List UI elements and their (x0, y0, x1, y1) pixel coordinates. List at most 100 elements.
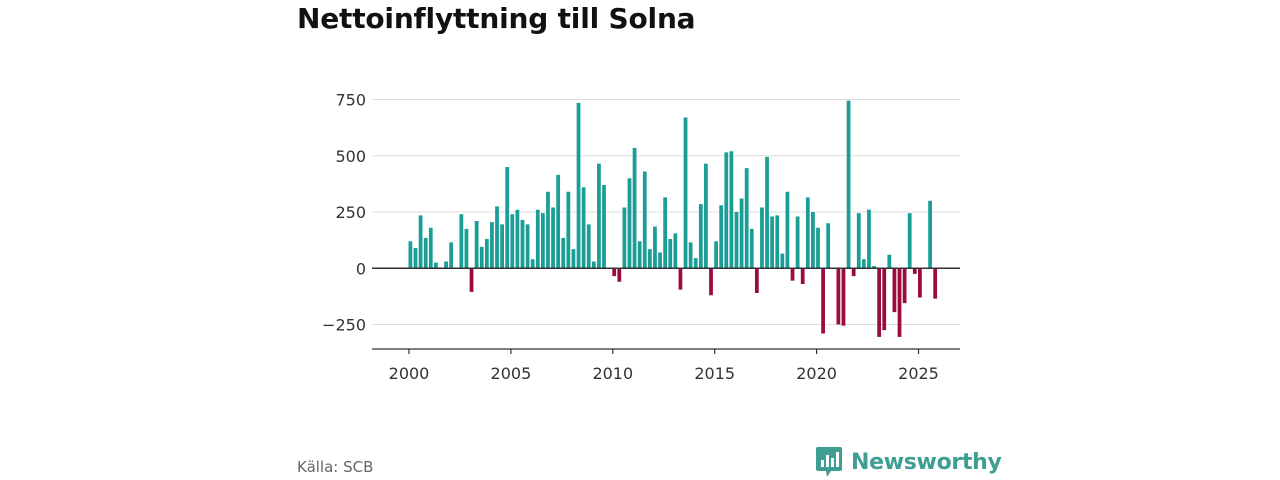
bar (408, 241, 413, 269)
bar (892, 268, 897, 313)
bar (464, 228, 469, 269)
bar (617, 268, 622, 282)
bar (856, 213, 861, 269)
bar (861, 259, 866, 269)
bar (933, 268, 938, 299)
y-tick-label: 0 (356, 259, 366, 278)
bar (627, 178, 632, 269)
bar (668, 239, 673, 269)
bar (490, 222, 494, 269)
bar (770, 216, 775, 269)
bar (683, 117, 688, 269)
bar (714, 241, 718, 269)
bar (474, 221, 479, 269)
bar (459, 214, 464, 269)
brand-name: Newsworthy (851, 449, 1002, 475)
bar (729, 151, 734, 269)
bar (500, 224, 504, 269)
bar (428, 227, 433, 269)
bar (535, 209, 540, 269)
bar (642, 171, 647, 269)
bar (760, 207, 764, 269)
bar (775, 215, 780, 269)
x-tick-label: 2000 (389, 364, 430, 383)
bar (561, 237, 566, 269)
x-tick-label: 2025 (898, 364, 939, 383)
bar (719, 205, 724, 269)
bar (790, 268, 795, 281)
bar (688, 242, 693, 269)
bar-chart-badge-icon (816, 447, 842, 477)
bar (709, 268, 713, 296)
bar (622, 207, 627, 269)
bar (530, 259, 535, 269)
bar (678, 268, 683, 290)
x-tick-label: 2020 (796, 364, 837, 383)
bar (520, 219, 525, 269)
bar (632, 147, 637, 269)
bar (867, 209, 871, 269)
bar (444, 261, 448, 269)
bar (546, 191, 550, 269)
bar (800, 268, 805, 284)
bar (505, 167, 510, 269)
bar (525, 224, 530, 269)
bar (887, 254, 892, 269)
bar (780, 253, 785, 269)
bar (918, 268, 922, 298)
bar (836, 268, 841, 325)
x-tick-label: 2015 (694, 364, 735, 383)
y-tick-label: −250 (322, 316, 366, 335)
bar (418, 215, 423, 269)
bar (612, 268, 617, 277)
bar (882, 268, 887, 331)
bar (734, 212, 739, 269)
bar (653, 226, 657, 269)
bar (912, 268, 917, 274)
bar (816, 227, 820, 269)
bar (413, 248, 418, 269)
bar (704, 163, 708, 269)
chart-title: Nettoinflyttning till Solna (297, 2, 696, 35)
bar (540, 213, 545, 269)
source-note: Källa: SCB (297, 458, 374, 476)
bars (408, 100, 938, 337)
y-tick-label: 250 (335, 203, 366, 222)
bar (724, 152, 729, 269)
brand-logo[interactable]: Newsworthy (815, 446, 1002, 478)
bar (795, 216, 800, 269)
bar (647, 249, 652, 269)
bar (423, 237, 428, 269)
bar (877, 268, 882, 337)
y-axis-labels: 750 500 250 0 −250 (322, 91, 366, 335)
bar (479, 246, 484, 269)
bar (846, 100, 851, 269)
bar (872, 266, 876, 269)
bar (637, 241, 642, 269)
bar (744, 168, 749, 269)
bar (698, 204, 703, 269)
bar (826, 223, 831, 269)
bar (785, 191, 790, 269)
bar (484, 239, 489, 269)
bar (851, 268, 856, 277)
x-tick-label: 2010 (592, 364, 633, 383)
bar (510, 214, 515, 269)
bar (749, 228, 754, 269)
bar (581, 187, 586, 269)
bar (841, 268, 846, 326)
bar (566, 191, 571, 269)
bar (556, 174, 561, 269)
y-tick-label: 750 (335, 91, 366, 110)
bar (449, 242, 454, 269)
bar (591, 261, 596, 269)
bar (433, 262, 438, 269)
bar (551, 207, 555, 269)
bar (765, 156, 769, 269)
bar (805, 197, 810, 269)
bar (576, 102, 581, 269)
bar (515, 209, 520, 269)
bar (754, 268, 759, 293)
bar (663, 197, 668, 269)
bar (586, 224, 591, 269)
